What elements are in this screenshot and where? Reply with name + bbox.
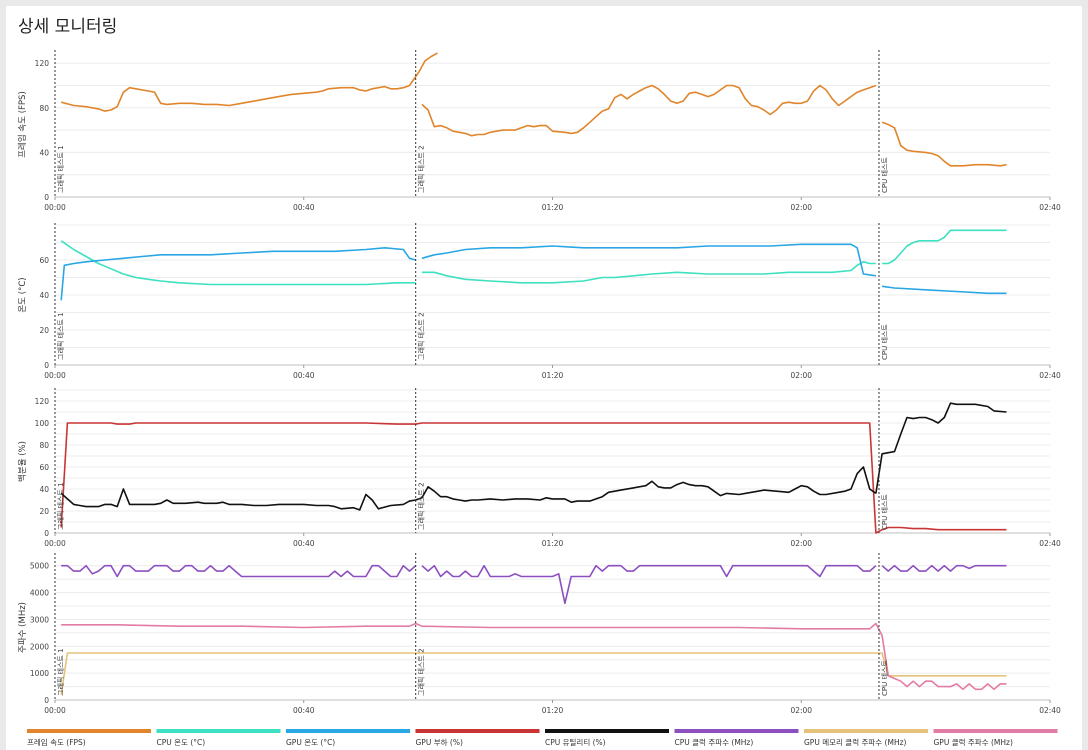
legend: 프레임 속도 (FPS) CPU 온도 (°C) GPU 온도 (°C) GPU 부하… (27, 729, 1058, 747)
event-label: CPU 테스트 (881, 324, 889, 360)
y-axis-label: 온도 (°C) (18, 277, 28, 312)
event-label: 그래픽 테스트 1 (56, 648, 65, 696)
x-tick-label: 00:40 (293, 203, 315, 212)
legend-label: GPU 온도 (°C) (286, 738, 335, 747)
series-line-frame_rate (421, 84, 877, 137)
y-tick-label: 80 (39, 104, 49, 113)
legend-swatch (27, 729, 151, 733)
legend-label: GPU 메모리 클럭 주파수 (MHz) (804, 738, 907, 747)
series-line-cpu_clock (61, 564, 417, 578)
series-line-cpu_util (875, 402, 1007, 494)
y-tick-label: 100 (35, 419, 50, 428)
legend-swatch (804, 729, 928, 733)
x-tick-label: 02:00 (790, 371, 812, 380)
x-tick-label: 00:40 (293, 539, 315, 548)
y-tick-label: 20 (39, 326, 49, 335)
x-tick-label: 00:00 (44, 539, 66, 548)
series-line-cpu_temp (60, 240, 416, 286)
event-label: CPU 테스트 (881, 494, 889, 530)
x-tick-label: 00:40 (293, 371, 315, 380)
y-tick-label: 40 (39, 291, 49, 300)
x-tick-label: 00:40 (293, 706, 315, 715)
y-tick-label: 3000 (30, 615, 49, 624)
legend-swatch (156, 729, 281, 733)
legend-swatch (286, 729, 410, 733)
y-tick-label: 5000 (30, 562, 49, 571)
event-label: 그래픽 테스트 1 (56, 312, 65, 360)
y-axis-label: 주파수 (MHz) (18, 602, 28, 653)
series-line-frame_rate (881, 121, 1007, 167)
chart-panel-3: 0 20 40 60 80 100 120 00:00 00:40 01:20 02:00 02:40… (17, 388, 1061, 548)
x-tick-label: 02:40 (1039, 203, 1061, 212)
event-label: 그래픽 테스트 2 (417, 648, 426, 696)
x-tick-label: 02:40 (1039, 539, 1061, 548)
y-tick-label: 2000 (30, 642, 49, 651)
series-line-cpu_util (415, 466, 877, 503)
chart-panel-4: 0 1000 2000 3000 4000 5000 00:00 00:40 01:20 02:0… (18, 553, 1061, 715)
y-tick-label: 1000 (30, 669, 49, 678)
y-tick-label: 120 (35, 59, 50, 68)
y-tick-label: 0 (44, 193, 49, 202)
x-tick-label: 02:40 (1039, 706, 1061, 715)
x-tick-label: 00:00 (44, 706, 66, 715)
y-tick-label: 40 (39, 485, 49, 494)
event-label: 그래픽 테스트 1 (56, 482, 65, 530)
event-label: 그래픽 테스트 2 (417, 312, 426, 360)
legend-label: 프레임 속도 (FPS) (27, 738, 86, 747)
y-tick-label: 60 (39, 463, 49, 472)
x-tick-label: 01:20 (542, 371, 564, 380)
series-line-cpu_temp (882, 229, 1007, 265)
series-line-gpu_load (60, 422, 1007, 534)
chart-panel-1: 0 40 80 120 00:00 00:40 01:20 02:00 02:40 프레임 속도 … (17, 50, 1061, 212)
x-tick-label: 02:00 (790, 203, 812, 212)
y-axis-label: 프레임 속도 (FPS) (17, 91, 28, 158)
legend-swatch (674, 729, 799, 733)
y-tick-label: 0 (44, 361, 49, 370)
x-tick-label: 02:40 (1039, 371, 1061, 380)
series-line-gpu_temp (60, 247, 416, 301)
series-line-frame_rate (60, 52, 438, 112)
legend-label: CPU 온도 (°C) (157, 738, 206, 747)
y-tick-label: 120 (35, 397, 50, 406)
y-tick-label: 0 (44, 696, 49, 705)
event-label: 그래픽 테스트 1 (56, 145, 65, 193)
legend-label: GPU 부하 (%) (416, 737, 463, 747)
y-tick-label: 60 (39, 256, 49, 265)
y-tick-label: 20 (39, 507, 49, 516)
legend-swatch (415, 729, 540, 733)
series-line-cpu_clock (881, 564, 1007, 572)
event-label: CPU 테스트 (881, 660, 889, 696)
legend-label: CPU 유틸리티 (%) (545, 738, 606, 747)
series-line-gpu_clock (61, 622, 1007, 691)
series-line-gpu_temp (421, 243, 877, 277)
x-tick-label: 01:20 (542, 203, 564, 212)
x-tick-label: 00:00 (44, 203, 66, 212)
chart-panel-2: 0 20 40 60 00:00 00:40 01:20 02:00 02:40 온도 (°C) 그… (18, 223, 1061, 380)
y-tick-label: 80 (39, 441, 49, 450)
y-tick-label: 4000 (30, 589, 49, 598)
series-line-cpu_clock (421, 564, 877, 605)
legend-swatch (933, 729, 1058, 733)
event-label: 그래픽 테스트 2 (417, 482, 426, 530)
y-axis-label: 백분율 (%) (17, 441, 28, 482)
x-tick-label: 01:20 (542, 539, 564, 548)
series-line-gpu_temp (881, 285, 1007, 295)
x-tick-label: 01:20 (542, 706, 564, 715)
y-tick-label: 40 (39, 148, 49, 157)
x-tick-label: 02:00 (790, 539, 812, 548)
event-label: 그래픽 테스트 2 (417, 145, 426, 193)
x-tick-label: 02:00 (790, 706, 812, 715)
event-label: CPU 테스트 (881, 157, 889, 193)
legend-swatch (545, 729, 669, 733)
page-title: 상세 모니터링 (18, 17, 118, 37)
series-line-cpu_temp (421, 261, 876, 284)
legend-label: CPU 클럭 주파수 (MHz) (675, 738, 754, 747)
legend-label: GPU 클럭 주파수 (MHz) (934, 738, 1013, 747)
series-line-cpu_util (60, 488, 416, 511)
y-tick-label: 0 (44, 529, 49, 538)
x-tick-label: 00:00 (44, 371, 66, 380)
